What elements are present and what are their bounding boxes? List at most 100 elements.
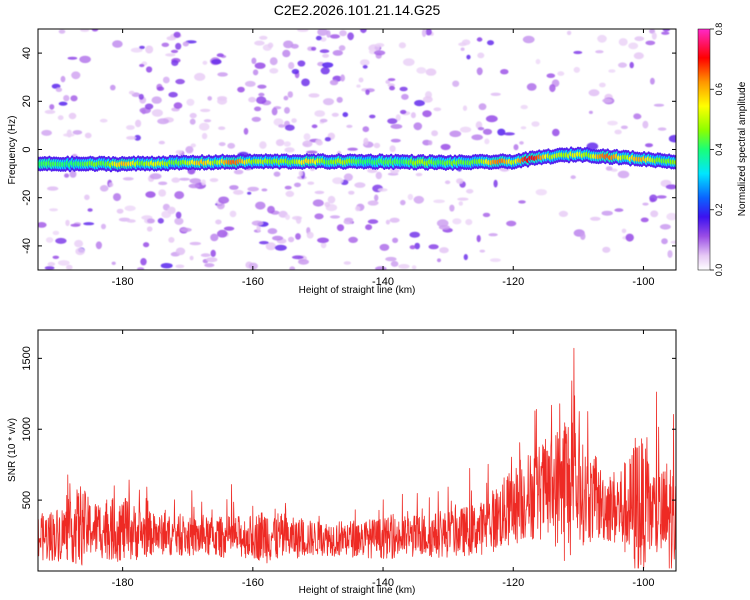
spectrogram-noise-blob: [175, 247, 186, 256]
snr-x-tick-label: -120: [502, 577, 524, 589]
spectrogram-noise-blob: [659, 224, 671, 230]
spectrogram-noise-blob: [375, 171, 382, 180]
spectrogram-noise-blob: [605, 166, 613, 171]
spectrogram-noise-blob: [466, 54, 471, 60]
spectrogram-noise-blob: [237, 86, 245, 93]
spectrogram-noise-blob: [282, 49, 291, 58]
spectrogram-noise-blob: [206, 257, 218, 263]
spectrogram-noise-blob: [665, 184, 676, 190]
spectrogram-noise-blob: [256, 96, 267, 104]
spectrogram-noise-blob: [407, 193, 414, 201]
spectrogram-noise-blob: [306, 231, 314, 239]
spectrogram-noise-blob: [449, 130, 462, 138]
spectrogram-noise-blob: [460, 47, 465, 51]
spectrogram-noise-blob: [182, 41, 189, 47]
spectrogram-noise-blob: [484, 138, 490, 145]
spectrogram-noise-blob: [210, 233, 219, 242]
spectrogram-noise-blob: [175, 211, 182, 219]
spectrogram-x-tick-label: -120: [502, 276, 524, 288]
spectrogram-noise-blob: [285, 190, 295, 197]
spectrogram-noise-blob: [57, 115, 64, 121]
spectrogram-noise-blob: [649, 194, 658, 202]
spectrogram-noise-blob: [110, 84, 116, 91]
spectrogram-noise-blob: [122, 177, 134, 181]
spectrogram-noise-blob: [661, 238, 668, 245]
spectrogram-noise-blob: [620, 125, 628, 130]
spectrogram-noise-blob: [144, 103, 154, 110]
spectrogram-noise-blob: [145, 191, 156, 198]
spectrogram-noise-blob: [74, 239, 84, 248]
spectrogram-noise-blob: [233, 189, 244, 195]
spectrogram-noise-blob: [135, 119, 142, 128]
spectrogram-noise-blob: [387, 118, 398, 124]
spectrogram-noise-blob: [63, 133, 75, 137]
spectrogram-noise-blob: [459, 126, 472, 133]
spectrogram-noise-blob: [324, 137, 331, 142]
spectrogram-noise-blob: [535, 189, 547, 196]
spectrogram-noise-blob: [414, 242, 421, 250]
snr-y-label: SNR (10 * v/v): [7, 418, 18, 482]
spectrogram-noise-blob: [375, 266, 387, 270]
spectrogram-noise-blob: [160, 263, 173, 269]
spectrogram-noise-blob: [323, 98, 334, 106]
spectrogram-noise-blob: [633, 113, 641, 120]
spectrogram-noise-blob: [233, 169, 244, 175]
spectrogram-noise-blob: [389, 217, 400, 223]
spectrogram-noise-blob: [294, 182, 301, 188]
spectrogram-noise-blob: [63, 95, 70, 102]
spectrogram-noise-blob: [251, 57, 257, 64]
spectrogram-noise-blob: [670, 240, 676, 244]
spectrogram-noise-blob: [146, 218, 155, 224]
chart-title: C2E2.2026.101.21.14.G25: [274, 2, 441, 18]
spectrogram-noise-blob: [331, 112, 339, 117]
spectrogram-noise-blob: [146, 66, 153, 73]
spectrogram-noise-blob: [327, 195, 336, 204]
spectrogram-noise-blob: [189, 118, 196, 125]
spectrogram-noise-blob: [274, 244, 287, 251]
spectrogram-noise-blob: [261, 188, 268, 192]
spectrogram-x-tick-label: -180: [112, 276, 134, 288]
spectrogram-noise-blob: [298, 170, 304, 177]
spectrogram-noise-blob: [650, 77, 655, 85]
spectrogram-noise-blob: [321, 62, 334, 68]
spectrogram-noise-blob: [186, 98, 195, 106]
spectrogram-noise-blob: [452, 218, 462, 225]
spectrogram-noise-blob: [298, 259, 309, 265]
spectrogram-noise-blob: [320, 67, 330, 75]
spectrogram-noise-blob: [314, 213, 324, 220]
spectrogram-noise-blob: [223, 226, 235, 231]
spectrogram-noise-blob: [625, 233, 634, 242]
spectrogram-noise-blob: [134, 134, 141, 141]
spectrogram-noise-blob: [662, 29, 671, 32]
spectrogram-noise-blob: [437, 258, 441, 263]
colorbar-tick-label: 0.0: [714, 264, 724, 277]
spectrogram-noise-blob: [458, 201, 463, 206]
spectrogram-noise-blob: [79, 55, 91, 64]
colorbar-ticks: 0.0 0.2 0.4 0.6 0.8: [710, 23, 724, 277]
spectrogram-noise-blob: [312, 199, 324, 207]
spectrogram-noise-blob: [84, 194, 90, 201]
spectrogram-noise-blob: [174, 191, 185, 200]
spectrogram-noise-blob: [180, 227, 192, 232]
spectrogram-noise-blob: [80, 29, 90, 32]
spectrogram-noise-blob: [471, 134, 484, 141]
spectrogram-noise-blob: [251, 220, 264, 226]
spectrogram-noise-blob: [45, 237, 54, 243]
spectrogram-noise-blob: [425, 68, 437, 76]
spectrogram-noise-blob: [365, 224, 373, 231]
spectrogram-noise-blob: [216, 53, 224, 58]
spectrogram-noise-blob: [188, 183, 200, 189]
spectrogram-x-tick-label: -160: [242, 276, 264, 288]
spectrogram-noise-blob: [497, 128, 506, 136]
spectrogram-noise-blob: [91, 29, 99, 32]
spectrogram-noise-blob: [657, 127, 667, 131]
spectrogram-noise-blob: [428, 140, 433, 146]
spectrogram-noise-blob: [398, 264, 410, 269]
spectrogram-noise-blob: [374, 194, 379, 202]
spectrogram-noise-blob: [377, 188, 388, 192]
spectrogram-noise-blob: [291, 68, 300, 75]
spectrogram-noise-blob: [463, 254, 468, 261]
spectrogram-noise-blob: [283, 141, 291, 147]
spectrogram-noise-blob: [218, 142, 226, 147]
